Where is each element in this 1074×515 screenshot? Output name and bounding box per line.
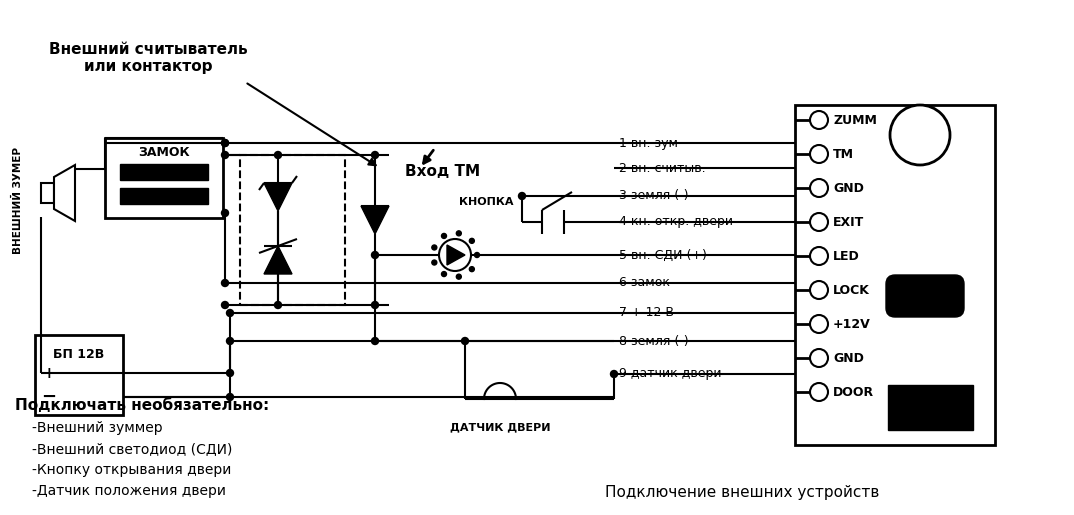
Circle shape — [372, 251, 378, 259]
Text: ВНЕШНИЙ ЗУМЕР: ВНЕШНИЙ ЗУМЕР — [13, 146, 23, 253]
Circle shape — [469, 238, 475, 244]
Circle shape — [432, 245, 437, 250]
Circle shape — [275, 151, 281, 159]
Text: 3: 3 — [897, 399, 902, 407]
Text: 2: 2 — [934, 399, 940, 407]
Text: 4 кн. откр. двери: 4 кн. откр. двери — [619, 215, 732, 229]
Polygon shape — [264, 183, 292, 211]
Circle shape — [221, 151, 229, 159]
Text: Подключение внешних устройств: Подключение внешних устройств — [605, 485, 880, 500]
Text: 4: 4 — [915, 416, 920, 424]
Text: 7 + 12 В: 7 + 12 В — [619, 306, 674, 319]
Circle shape — [441, 271, 447, 277]
Circle shape — [475, 252, 479, 258]
Text: 5 вн. СДИ (+): 5 вн. СДИ (+) — [619, 249, 707, 262]
Text: Подключать необязательно:: Подключать необязательно: — [15, 398, 270, 413]
Circle shape — [810, 179, 828, 197]
Circle shape — [810, 349, 828, 367]
Text: 9 датчик двери: 9 датчик двери — [619, 368, 722, 381]
Text: LED: LED — [833, 249, 860, 263]
Text: 8 земля (-): 8 земля (-) — [619, 335, 688, 348]
Circle shape — [610, 370, 618, 377]
Text: +: + — [43, 366, 56, 381]
Circle shape — [810, 213, 828, 231]
Polygon shape — [54, 165, 75, 221]
Text: -Внешний зуммер: -Внешний зуммер — [32, 421, 162, 435]
Polygon shape — [447, 245, 465, 265]
Polygon shape — [264, 246, 292, 274]
Text: EXIT: EXIT — [833, 215, 865, 229]
Text: +12V: +12V — [833, 318, 871, 331]
Text: БП 12В: БП 12В — [54, 349, 104, 362]
Text: ДАТЧИК ДВЕРИ: ДАТЧИК ДВЕРИ — [450, 422, 550, 432]
Text: 1: 1 — [898, 386, 902, 394]
Circle shape — [810, 281, 828, 299]
Circle shape — [519, 193, 525, 199]
Circle shape — [227, 337, 233, 345]
Text: −: − — [42, 388, 57, 406]
Circle shape — [462, 337, 468, 345]
Text: -Датчик положения двери: -Датчик положения двери — [32, 484, 226, 498]
Circle shape — [372, 301, 378, 308]
Text: TM: TM — [833, 147, 854, 161]
Bar — [120, 188, 208, 204]
Bar — [35, 335, 124, 415]
Circle shape — [221, 140, 229, 146]
Circle shape — [372, 337, 378, 345]
Circle shape — [810, 247, 828, 265]
Text: GND: GND — [833, 181, 863, 195]
Text: Внешний считыватель
или контактор: Внешний считыватель или контактор — [48, 42, 247, 74]
Bar — [41, 183, 54, 203]
Text: КНОПКА: КНОПКА — [460, 197, 514, 207]
Text: 5: 5 — [934, 386, 940, 394]
Text: -Кнопку открывания двери: -Кнопку открывания двери — [32, 463, 231, 477]
Circle shape — [221, 301, 229, 308]
Text: ZUMM: ZUMM — [833, 113, 876, 127]
Circle shape — [221, 280, 229, 286]
Circle shape — [439, 239, 471, 271]
Circle shape — [469, 267, 475, 271]
Text: LOCK: LOCK — [833, 283, 870, 297]
Text: 1 вн. зум: 1 вн. зум — [619, 136, 678, 149]
FancyBboxPatch shape — [886, 275, 964, 317]
Bar — [120, 164, 208, 180]
Circle shape — [221, 140, 229, 146]
Bar — [795, 105, 995, 445]
Text: ЗАМОК: ЗАМОК — [139, 146, 190, 159]
Circle shape — [810, 111, 828, 129]
Circle shape — [441, 233, 447, 238]
Circle shape — [456, 231, 462, 236]
Circle shape — [456, 274, 462, 279]
Text: 3 земля (-): 3 земля (-) — [619, 190, 688, 202]
Text: Вход ТМ: Вход ТМ — [405, 164, 480, 180]
Bar — [888, 385, 973, 430]
Circle shape — [227, 369, 233, 376]
Circle shape — [227, 393, 233, 401]
Circle shape — [810, 383, 828, 401]
Text: DOOR: DOOR — [833, 386, 874, 399]
Circle shape — [810, 145, 828, 163]
Text: -Внешний светодиод (СДИ): -Внешний светодиод (СДИ) — [32, 442, 232, 456]
Text: 2 вн. считыв.: 2 вн. считыв. — [619, 162, 706, 175]
Circle shape — [890, 105, 950, 165]
Polygon shape — [361, 206, 389, 234]
Text: GND: GND — [833, 352, 863, 365]
Circle shape — [432, 260, 437, 265]
Circle shape — [372, 151, 378, 159]
Circle shape — [227, 310, 233, 317]
Bar — [105, 138, 223, 218]
Circle shape — [810, 315, 828, 333]
Circle shape — [275, 301, 281, 308]
Circle shape — [221, 210, 229, 216]
Text: 6 замок: 6 замок — [619, 277, 670, 289]
Bar — [240, 155, 345, 305]
